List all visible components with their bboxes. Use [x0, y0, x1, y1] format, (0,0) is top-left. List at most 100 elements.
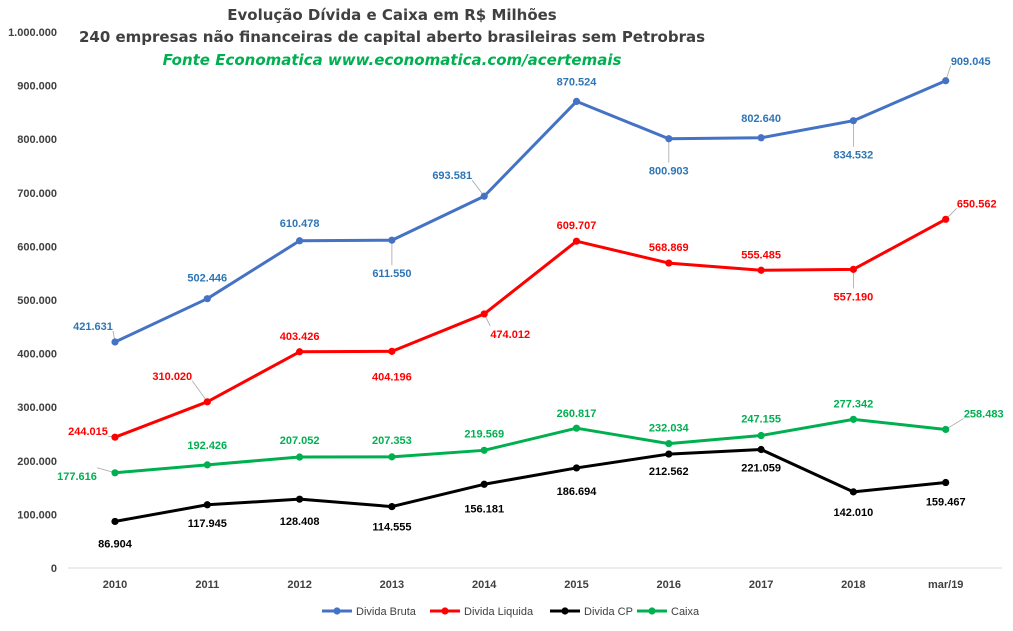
data-point	[296, 453, 304, 461]
data-label: 474.012	[490, 329, 530, 341]
data-label: 117.945	[188, 518, 227, 530]
data-point	[942, 215, 950, 223]
data-label: 421.631	[73, 321, 113, 333]
data-label: 186.694	[557, 486, 598, 498]
data-label: 557.190	[834, 291, 874, 303]
legend-label: Caixa	[671, 606, 700, 618]
series-line	[114, 217, 947, 439]
data-point	[111, 469, 119, 477]
data-point	[203, 501, 211, 509]
data-label: 247.155	[741, 414, 781, 426]
data-point	[849, 415, 858, 423]
chart-source: Fonte Economatica www.economatica.com/ac…	[163, 51, 622, 69]
chart-subtitle: 240 empresas não financeiras de capital …	[79, 28, 705, 46]
x-tick-label: 2016	[657, 579, 681, 591]
legend-item: Divida Liquida	[430, 606, 534, 618]
data-label: 244.015	[68, 426, 108, 438]
y-tick-label: 500.000	[17, 295, 57, 307]
data-label: 800.903	[649, 166, 689, 178]
data-point	[849, 117, 858, 125]
y-tick-label: 0	[51, 563, 57, 575]
series-1	[111, 215, 950, 441]
data-point	[111, 517, 119, 526]
data-label: 310.020	[152, 371, 192, 383]
x-tick-label: 2015	[564, 579, 588, 591]
data-label: 609.707	[557, 220, 597, 232]
legend-item: Divida Bruta	[322, 606, 417, 618]
x-tick-label: 2014	[472, 579, 497, 591]
data-point	[111, 433, 119, 441]
data-label: 114.555	[372, 522, 411, 534]
data-point	[203, 461, 211, 469]
data-labels: 421.631 502.446 610.478 611.550 693.581 870.5…	[57, 56, 1003, 551]
y-axis: 0 100.000 200.000 300.000 400.000 500.000 600.…	[8, 27, 57, 575]
data-label: 909.045	[951, 56, 991, 68]
data-point	[665, 135, 673, 143]
data-point	[849, 488, 858, 496]
data-label: 555.485	[741, 249, 781, 261]
series-line	[114, 448, 946, 523]
x-tick-label: 2013	[380, 579, 404, 591]
label-leader-line	[191, 380, 208, 403]
legend-label: Divida Bruta	[356, 606, 417, 618]
y-tick-label: 800.000	[17, 134, 57, 146]
data-point	[480, 192, 488, 200]
data-point	[572, 237, 581, 245]
data-point	[203, 398, 211, 406]
series-3	[111, 415, 950, 477]
data-label: 870.524	[557, 76, 598, 88]
series-0	[111, 77, 950, 346]
data-label: 156.181	[464, 503, 504, 515]
data-point	[111, 338, 119, 346]
data-label: 834.532	[834, 150, 874, 162]
data-label: 277.342	[834, 398, 874, 410]
data-label: 212.562	[649, 466, 689, 478]
data-point	[296, 495, 304, 503]
data-label: 219.569	[464, 428, 504, 440]
data-point	[665, 450, 673, 458]
legend-label: Divida CP	[584, 606, 633, 618]
data-point	[757, 134, 765, 142]
legend-swatch-marker	[561, 607, 569, 615]
data-label: 568.869	[649, 242, 689, 254]
data-label: 260.817	[557, 408, 597, 420]
data-point	[388, 502, 396, 511]
data-label: 177.616	[57, 471, 97, 483]
legend-item: Caixa	[637, 606, 700, 618]
x-tick-label: mar/19	[928, 579, 963, 591]
data-point	[757, 445, 765, 454]
legend-swatch-marker	[441, 607, 449, 615]
data-point	[480, 480, 488, 488]
legend-swatch-marker	[333, 607, 341, 615]
data-label: 610.478	[280, 218, 320, 230]
series-2	[111, 445, 950, 526]
data-label: 802.640	[741, 113, 781, 125]
data-point	[942, 425, 950, 434]
data-point	[480, 310, 488, 318]
data-point	[388, 453, 396, 461]
data-point	[572, 464, 581, 472]
data-label: 207.353	[372, 435, 412, 447]
data-label: 502.446	[187, 273, 227, 285]
x-tick-label: 2011	[195, 579, 219, 591]
y-tick-label: 900.000	[17, 81, 57, 93]
data-point	[572, 424, 581, 432]
data-point	[203, 295, 211, 303]
series-line	[114, 79, 947, 344]
data-point	[480, 446, 488, 454]
data-point	[757, 266, 765, 274]
y-tick-label: 400.000	[17, 349, 57, 361]
legend-item: Divida CP	[550, 606, 633, 618]
series-line	[114, 417, 946, 475]
data-point	[388, 347, 396, 355]
x-tick-label: 2010	[103, 579, 127, 591]
data-point	[296, 237, 304, 245]
data-label: 207.052	[280, 435, 320, 447]
y-tick-label: 600.000	[17, 241, 57, 253]
data-point	[665, 259, 673, 267]
x-tick-label: 2018	[841, 579, 865, 591]
legend: Divida Bruta Divida Liquida Divida CP Caixa	[322, 606, 700, 618]
data-point	[849, 265, 858, 273]
data-point	[296, 348, 304, 356]
